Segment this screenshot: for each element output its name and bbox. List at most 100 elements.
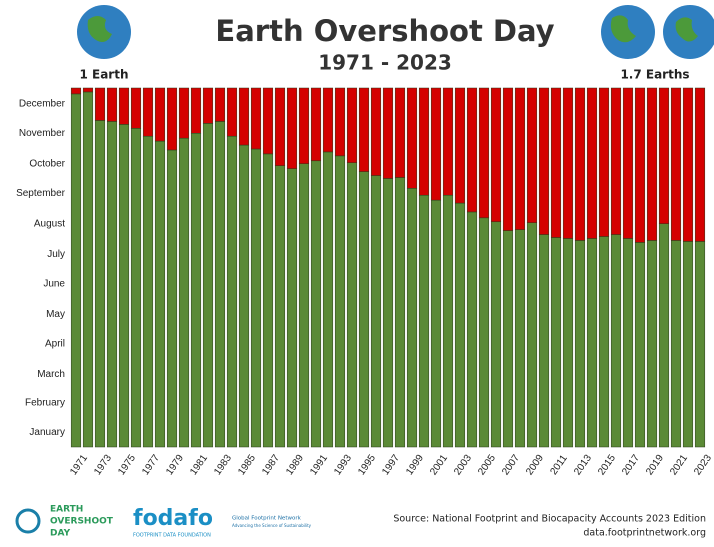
x-tick-label: 1975 [116, 452, 138, 477]
bar [250, 148, 262, 448]
source: data.footprintnetwork.org [583, 528, 706, 539]
bar [226, 135, 238, 448]
bar [178, 137, 190, 448]
bar [406, 87, 418, 189]
x-tick-label: 2013 [572, 452, 594, 477]
bar [466, 87, 478, 213]
logo-text: OVERSHOOT [50, 517, 114, 527]
x-tick-label: 2005 [476, 452, 498, 477]
bar [178, 87, 190, 139]
source: Source: National Footprint and Biocapaci… [393, 514, 706, 525]
x-tick-label: 1985 [236, 452, 258, 477]
bar [106, 87, 118, 122]
bar [298, 87, 310, 164]
bar [226, 87, 238, 137]
bar [118, 87, 130, 125]
bar [490, 87, 502, 223]
bar [574, 87, 586, 241]
bar [310, 87, 322, 162]
bar [670, 87, 682, 241]
y-tick-label: March [37, 369, 65, 380]
bar [670, 240, 682, 448]
bar [334, 155, 346, 448]
y-tick-label: November [19, 128, 66, 139]
bar [622, 87, 634, 239]
bar [598, 236, 610, 448]
bar [394, 177, 406, 448]
bar [682, 241, 694, 448]
bar [370, 175, 382, 448]
chart-subtitle: 1971 - 2023 [318, 51, 452, 75]
bar [262, 153, 274, 448]
bar [118, 124, 130, 448]
bar [526, 87, 538, 223]
bar [382, 178, 394, 448]
bar [562, 87, 574, 239]
bar [646, 87, 658, 241]
x-tick-label: 1973 [92, 452, 114, 477]
bar [490, 221, 502, 448]
y-tick-label: June [43, 278, 65, 289]
x-tick-label: 2023 [692, 452, 714, 477]
bar [358, 87, 370, 172]
x-tick-label: 1995 [356, 452, 378, 477]
bar [610, 87, 622, 235]
x-tick-label: 1977 [140, 452, 162, 477]
bar [418, 87, 430, 196]
bar [94, 120, 106, 448]
y-tick-label: August [34, 218, 65, 229]
bar [430, 87, 442, 201]
bar [502, 230, 514, 448]
bar [514, 87, 526, 230]
x-tick-label: 1993 [332, 452, 354, 477]
logo-text: Advancing the Science of Sustainability [232, 523, 312, 528]
bar [154, 140, 166, 448]
bar [322, 151, 334, 448]
bar [202, 123, 214, 448]
x-tick-label: 2003 [452, 452, 474, 477]
bar [538, 87, 550, 235]
x-tick-label: 2001 [428, 452, 450, 477]
bar [454, 202, 466, 448]
y-tick-label: February [25, 397, 65, 408]
bar [94, 87, 106, 121]
logo-text: FOOTPRINT DATA FOUNDATION [133, 533, 211, 539]
bar [82, 87, 94, 93]
bar [190, 132, 202, 448]
bar [142, 135, 154, 448]
bar [322, 87, 334, 153]
bar [298, 163, 310, 448]
bar [394, 87, 406, 178]
x-tick-label: 2021 [668, 452, 690, 477]
x-tick-label: 1997 [380, 452, 402, 477]
bar [238, 144, 250, 448]
logo-text: fodafo [133, 506, 213, 531]
bar [346, 162, 358, 448]
y-tick-label: January [29, 427, 65, 438]
x-tick-label: 1991 [308, 452, 330, 477]
y-tick-label: April [45, 338, 65, 349]
bar [586, 238, 598, 448]
bar [622, 238, 634, 448]
bar [214, 121, 226, 448]
y-tick-label: October [29, 158, 65, 169]
bar [142, 87, 154, 137]
bar [190, 87, 202, 134]
bar [514, 229, 526, 448]
y-tick-label: July [47, 249, 65, 260]
bar [550, 87, 562, 238]
bar [70, 87, 82, 95]
bar [430, 199, 442, 448]
bar [274, 165, 286, 448]
bar [526, 222, 538, 448]
bar [310, 160, 322, 448]
x-tick-label: 2009 [524, 452, 546, 477]
annotation: 1 Earth [79, 68, 128, 82]
logo-text: DAY [50, 529, 71, 539]
globe [77, 5, 714, 59]
bar [574, 240, 586, 448]
bar [382, 87, 394, 179]
bar [286, 87, 298, 169]
bar [238, 87, 250, 146]
